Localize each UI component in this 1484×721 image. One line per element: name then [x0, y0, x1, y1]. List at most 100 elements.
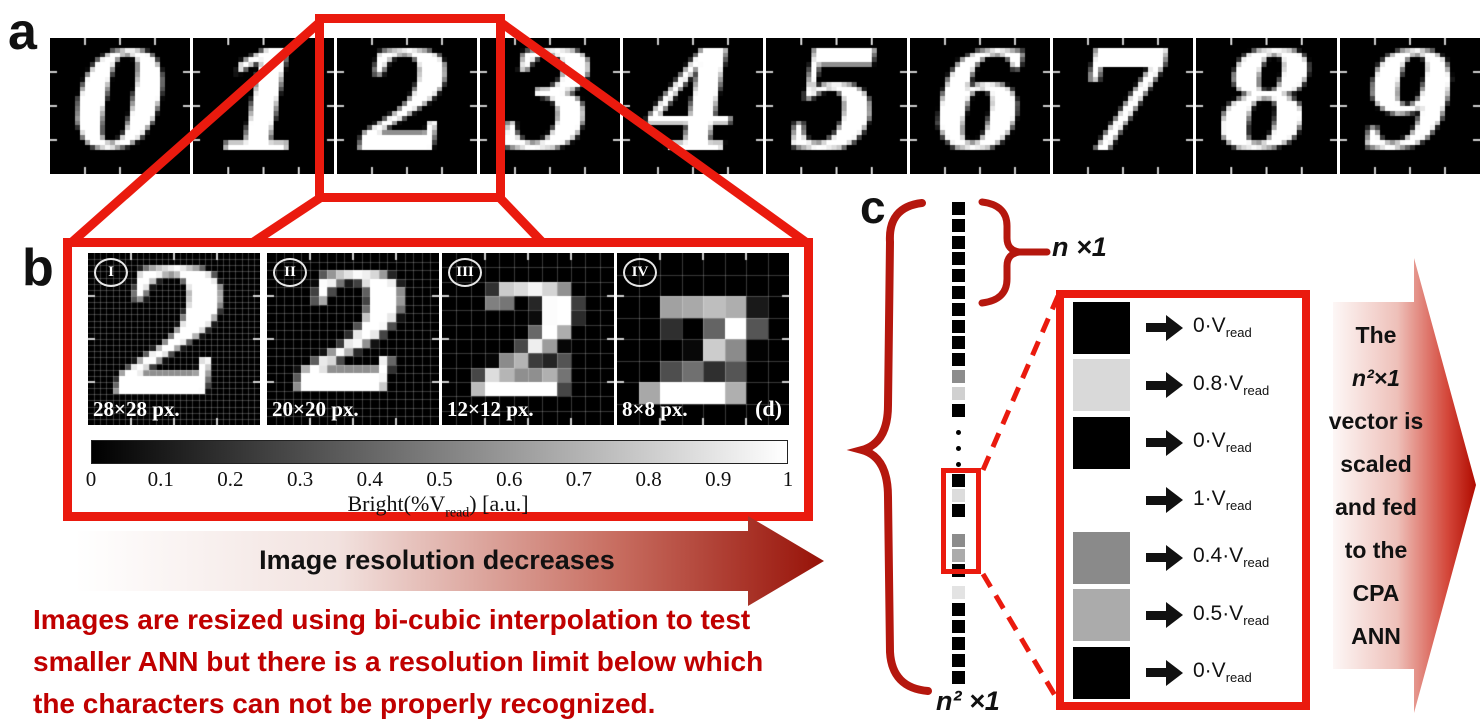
axis-label-sub: read [445, 505, 470, 521]
caption-line: Images are resized using bi-cubic interp… [33, 604, 751, 635]
mnist-digit-image [50, 38, 191, 174]
mnist-digit-image [1196, 38, 1337, 174]
voltage-mapping-row: 0·Vread [1064, 416, 1302, 469]
resolution-caption: 8×8 px. [622, 397, 688, 421]
feed-arrow-text-line: vector is [1328, 408, 1424, 434]
feed-arrow-text-line: to the [1344, 537, 1408, 563]
arrow-head [1166, 314, 1183, 341]
colorbar-tick-labels: 0 0.1 0.2 0.3 0.4 0.5 0.6 0.7 0.8 0.9 1 [86, 467, 794, 491]
vector-pixel-cell [952, 637, 965, 650]
arrow-tail [1146, 610, 1166, 620]
colorbar-tick-label: 0.7 [565, 467, 593, 491]
gray-level-swatch [1073, 589, 1130, 641]
feed-arrow-text-line: The [1355, 322, 1397, 348]
arrow-head [1166, 429, 1183, 456]
feed-arrow-text-line: n²×1 [1352, 365, 1400, 391]
arrow-tail [1146, 668, 1166, 677]
mapping-arrow-icon [1146, 602, 1183, 628]
vector-pixel-cell [952, 336, 965, 350]
colorbar-tick-label: 0.3 [286, 467, 314, 491]
axis-label-pre: Bright(%V [347, 491, 446, 516]
mnist-digit-image [909, 38, 1051, 174]
feed-arrow-text-line: scaled [1340, 451, 1412, 477]
gray-level-swatch [1073, 474, 1130, 526]
arrow-head [1166, 544, 1183, 571]
figure-caption: Images are resized using bi-cubic interp… [33, 599, 763, 721]
resolution-image-8px: IV 8×8 px. (d) [617, 253, 789, 425]
vector-pixel-cell [952, 235, 965, 249]
n2-by-1-label: n² ×1 [936, 686, 1000, 716]
vector-zoom-source-box [941, 468, 981, 574]
colorbar-tick-label: 0.6 [496, 467, 523, 491]
caption-line: smaller ANN but there is a resolution li… [33, 646, 764, 677]
arrow-head [1166, 372, 1183, 398]
colorbar-tick-label: 1 [782, 467, 794, 491]
mnist-digit-image [193, 38, 334, 174]
resolution-image-12px: III 12×12 px. [442, 253, 614, 425]
vector-pixel-cell [952, 654, 965, 667]
voltage-value-label: 0.5·Vread [1193, 601, 1270, 629]
vector-pixel-cell [952, 353, 965, 367]
mnist-digit-image [1053, 38, 1194, 174]
voltage-mapping-row: 0.5·Vread [1064, 589, 1302, 642]
mnist-digit-cell-5 [766, 38, 907, 174]
voltage-value-label: 0·Vread [1193, 429, 1252, 456]
gray-level-swatch [1073, 416, 1130, 469]
gray-level-swatch [1073, 301, 1130, 354]
roman-numeral-badge: III [448, 258, 482, 287]
resolution-arrow-label: Image resolution decreases [259, 545, 615, 575]
feed-arrow-text: The n²×1 vector is scaled and fed to the CPA AN… [1322, 314, 1430, 658]
n-by-1-label: n ×1 [1052, 232, 1107, 262]
colorbar-tick-label: 0 [85, 467, 97, 491]
vector-pixel-cell [952, 489, 965, 502]
vector-pixel-cell [952, 620, 965, 633]
vector-pixel-cell [952, 519, 965, 532]
colorbar-axis-label: Bright(%Vread) [a.u.] [72, 491, 804, 521]
voltage-mapping-row: 0.8·Vread [1064, 359, 1302, 412]
vector-pixel-cell [952, 474, 965, 487]
mapping-arrow-icon [1146, 544, 1183, 571]
mapping-arrow-icon [1146, 372, 1183, 398]
mnist-digit-image [623, 38, 764, 174]
grayscale-colorbar [91, 440, 788, 464]
nx1-brace [978, 198, 1051, 307]
resolution-caption: 28×28 px. [93, 397, 180, 421]
arrow-tail [1146, 553, 1166, 562]
caption-line: the characters can not be properly recog… [33, 688, 656, 719]
voltage-mapping-zoom-box: 0·Vread 0.8·Vread 0·Vread 1·Vread 0.4·Vread 0… [1056, 290, 1310, 710]
zoom-dashed-lines [980, 295, 1063, 706]
voltage-value-label: 0.8·Vread [1193, 371, 1270, 399]
voltage-value-label: 0.4·Vread [1193, 544, 1270, 571]
mnist-digit-cell-1 [193, 38, 334, 174]
arrow-tail [1146, 380, 1166, 390]
roman-numeral-badge: II [273, 258, 307, 287]
mapping-arrow-icon [1146, 487, 1183, 513]
roman-numeral-badge: I [94, 258, 128, 287]
axis-label-post: ) [a.u.] [469, 491, 529, 516]
colorbar-tick-label: 0.8 [635, 467, 662, 491]
voltage-mapping-row: 0·Vread [1064, 646, 1302, 699]
mnist-digit-strip [50, 38, 1480, 174]
vector-pixel-cell [952, 252, 965, 266]
vector-pixel-cell [952, 386, 965, 400]
roman-numeral-badge: IV [623, 258, 657, 287]
mnist-digit-image [336, 38, 477, 174]
mapping-arrow-icon [1146, 659, 1183, 686]
voltage-value-label: 1·Vread [1193, 486, 1252, 514]
colorbar-tick-label: 0.1 [147, 467, 174, 491]
arrow-head [1166, 659, 1183, 686]
mapping-arrow-icon [1146, 314, 1183, 341]
vector-ellipsis-dot [956, 462, 961, 467]
vector-pixel-cell [952, 302, 965, 316]
arrow-tail [1146, 323, 1166, 332]
gray-level-swatch [1073, 359, 1130, 411]
colorbar-tick-label: 0.4 [356, 467, 383, 491]
vector-pixel-cell [952, 202, 965, 215]
feed-arrow-text-line: CPA [1352, 580, 1400, 606]
mnist-digit-image [766, 38, 907, 174]
arrow-tail [1146, 495, 1166, 505]
n2x1-brace [846, 199, 932, 695]
panel-b-label: b [22, 239, 54, 297]
voltage-value-label: 0·Vread [1193, 659, 1252, 686]
